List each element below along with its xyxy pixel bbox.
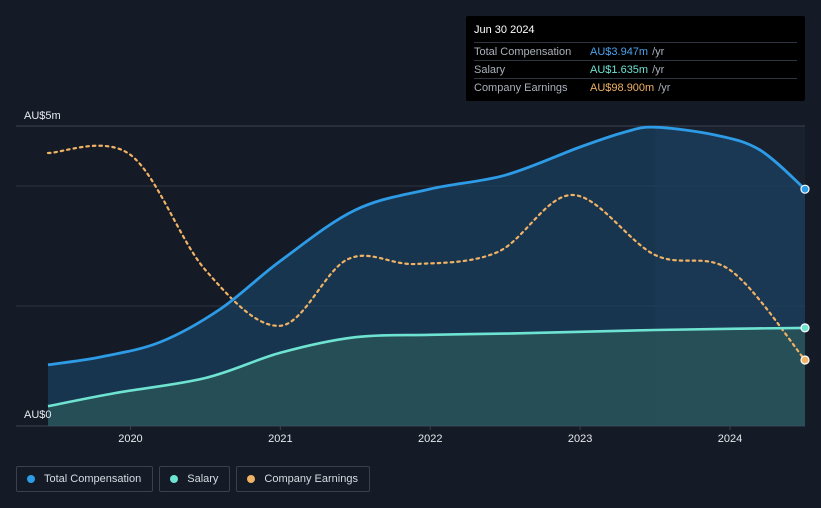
tooltip-label: Company Earnings <box>474 81 568 94</box>
tooltip-row-total: Total Compensation AU$3.947m /yr <box>474 42 797 60</box>
legend-dot-icon <box>27 475 35 483</box>
legend-company-earnings[interactable]: Company Earnings <box>236 466 370 492</box>
company-earnings-line <box>46 144 807 362</box>
legend-label: Salary <box>187 473 219 485</box>
tooltip-row-salary: Salary AU$1.635m /yr <box>474 60 797 78</box>
y-axis-bottom-label: AU$0 <box>24 409 52 421</box>
x-tick-label: 2020 <box>118 433 142 445</box>
tooltip-unit: /yr <box>652 63 665 76</box>
legend-dot-icon <box>247 475 256 483</box>
legend-total-compensation[interactable]: Total Compensation <box>16 466 154 492</box>
salary-line <box>47 326 806 408</box>
x-tick-label: 2024 <box>718 433 742 445</box>
tooltip-row-earnings: Company Earnings AU$98.900m /yr <box>474 78 797 96</box>
hover-tooltip: Jun 30 2024 Total Compensation AU$3.947m… <box>466 16 805 101</box>
legend-dot-icon <box>170 475 179 483</box>
chart-legend: Total Compensation Salary Company Earnin… <box>16 466 370 492</box>
tooltip-unit: /yr <box>658 81 671 94</box>
legend-label: Company Earnings <box>264 473 358 485</box>
tooltip-unit: /yr <box>652 45 665 58</box>
tooltip-label: Salary <box>474 63 506 76</box>
company-earnings-endpoint <box>800 355 810 365</box>
legend-label: Total Compensation <box>44 473 142 485</box>
salary-area <box>48 327 805 426</box>
legend-salary[interactable]: Salary <box>159 466 231 492</box>
tooltip-date: Jun 30 2024 <box>474 24 535 36</box>
total-compensation-endpoint <box>800 184 810 194</box>
x-tick-label: 2022 <box>418 433 442 445</box>
x-tick-label: 2021 <box>268 433 292 445</box>
tooltip-value: AU$98.900m <box>590 81 655 94</box>
salary-endpoint <box>800 323 810 333</box>
tooltip-value: AU$1.635m <box>590 63 649 76</box>
x-axis-ticks: 2020 2021 2022 2023 2024 <box>118 426 742 445</box>
x-tick-label: 2023 <box>568 433 592 445</box>
tooltip-value: AU$3.947m <box>590 45 649 58</box>
y-axis-top-label: AU$5m <box>24 110 61 122</box>
tooltip-label: Total Compensation <box>474 45 572 58</box>
total-compensation-line <box>47 125 806 367</box>
